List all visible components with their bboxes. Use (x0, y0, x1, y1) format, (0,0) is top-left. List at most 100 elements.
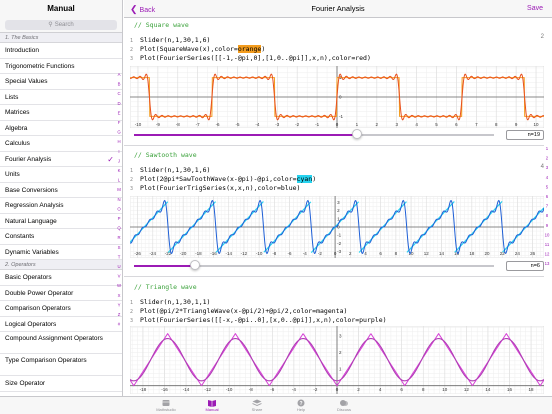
x-tick-label: 4 (379, 387, 382, 392)
sidebar-item-units[interactable]: Units (0, 167, 122, 183)
document-content[interactable]: // Square wave 2 1 Slider(n,1,30,1,6) 2 Plot(… (124, 18, 552, 396)
sidebar-item-label: Algebra (5, 124, 28, 132)
code-text: Plot(2@pi*SawToothWave(x-@pi)-@pi,color= (140, 175, 297, 183)
back-button[interactable]: ❮ Back (130, 0, 155, 20)
code-line[interactable]: 2 Plot(2@pi*SawToothWave(x-@pi)-@pi,color… (130, 175, 316, 184)
page-title: Fourier Analysis (311, 4, 365, 13)
x-tick-label: -22 (165, 251, 172, 256)
x-tick-label: -16 (210, 251, 217, 256)
sidebar-item-matrices[interactable]: Matrices (0, 105, 122, 121)
sidebar-item-label: Matrices (5, 109, 30, 116)
sidebar-item-size-operator[interactable]: Size Operator (0, 376, 122, 392)
sidebar-item-fourier-analysis[interactable]: Fourier Analysis ✓ (0, 152, 122, 167)
x-tick-label: 14 (439, 251, 445, 256)
sidebar-item-label: Introduction (5, 47, 39, 54)
y-tick-label: -2 (337, 241, 341, 246)
sidebar-item-regression-analysis[interactable]: Regression Analysis (0, 198, 122, 214)
tab-label: Discuss (336, 407, 351, 412)
x-tick-label: -2 (295, 122, 299, 127)
code-line[interactable]: 1 Slider(n,1,30,1,6) (130, 36, 371, 45)
x-tick-label: 5 (435, 122, 438, 127)
sidebar-item-trigonometric-functions[interactable]: Trigonometric Functions (0, 59, 122, 74)
y-tick-label: 3 (339, 333, 342, 338)
search-input[interactable]: ⚲ Search (5, 20, 117, 30)
x-tick-label: -26 (134, 251, 141, 256)
n-slider[interactable]: n=19 (130, 129, 544, 140)
x-tick-label: -4 (255, 122, 259, 127)
sidebar-item-constants[interactable]: Constants (0, 229, 122, 245)
code-block[interactable]: 1 Slider(n,1,30,1,6) 2 Plot(2@pi*SawToothWa… (130, 166, 316, 193)
tab-discuss[interactable]: Discuss (324, 397, 364, 414)
save-button[interactable]: Save (527, 5, 543, 12)
line-number: 3 (130, 186, 134, 192)
search-placeholder: Search (54, 22, 74, 28)
sidebar-item-introduction[interactable]: Introduction (0, 43, 122, 59)
code-line[interactable]: 1 Slider(n,1,30,1,6) (130, 166, 316, 175)
sidebar-item-base-conversions[interactable]: Base Conversions (0, 183, 122, 198)
tab-help[interactable]: ? Help (281, 397, 321, 414)
sidebar-item-calculus[interactable]: Calculus (0, 136, 122, 152)
mathstudio-icon (162, 400, 170, 406)
slider-track (134, 265, 494, 267)
sidebar-item-special-values[interactable]: Special Values (0, 74, 122, 90)
sidebar-item-logical-operators[interactable]: Logical Operators (0, 317, 122, 332)
x-tick-label: 18 (529, 387, 535, 392)
code-line[interactable]: 2 Plot(SquareWave(x),color=orange) (130, 45, 371, 54)
sidebar-title: Manual (0, 0, 122, 18)
sidebar-item-type-comparison-operators[interactable]: Type Comparison Operators (0, 354, 122, 376)
sidebar-item-basic-operators[interactable]: Basic Operators (0, 270, 122, 286)
sidebar-item-algebra[interactable]: Algebra (0, 121, 122, 136)
x-tick-label: 4 (364, 251, 367, 256)
code-line[interactable]: 3 Plot(FourierSeries([[-1,-@pi,0],[1,0..@… (130, 54, 371, 63)
section-sawtooth-wave: // Sawtooth wave 4 1 Slider(n,1,30,1,6) 2 Plo… (124, 148, 552, 277)
code-text: Plot(@pi/2*TriangleWave(x-@pi/2)+@pi/2,c… (140, 307, 348, 315)
sidebar-item-comparison-operators[interactable]: Comparison Operators (0, 301, 122, 317)
tab-mathstudio[interactable]: Mathstudio (146, 397, 186, 414)
code-line[interactable]: 1 Slider(n,1,30,1,1) (130, 298, 387, 307)
x-tick-label: 14 (485, 387, 491, 392)
x-tick-label: 26 (530, 251, 536, 256)
code-line[interactable]: 3 Plot(FourierSeries([[-x,-@pi..0],[x,0..… (130, 316, 387, 325)
slider-thumb[interactable] (352, 129, 363, 139)
tab-share[interactable]: Share (237, 397, 277, 414)
sidebar-item-natural-language[interactable]: Natural Language (0, 214, 122, 229)
x-tick-label: -6 (270, 387, 274, 392)
x-tick-label: -10 (256, 251, 263, 256)
sidebar-item-label: Logical Operators (5, 320, 57, 328)
fourier-series-curve (130, 337, 544, 382)
code-text: Plot(FourierSeries([[-1,-@pi,0],[1,0..@p… (140, 54, 371, 62)
tab-label: Manual (205, 407, 219, 412)
slider-value: n=6 (506, 261, 544, 271)
code-line[interactable]: 3 Plot(FourierTrigSeries(x,x,n),color=blu… (130, 184, 316, 193)
x-tick-label: 4 (415, 122, 418, 127)
sidebar-item-dynamic-variables[interactable]: Dynamic Variables (0, 245, 122, 260)
sidebar-item-compound-assignment-operators[interactable]: Compound Assignment Operators (0, 332, 122, 354)
plot-graph[interactable]: -18 -16 -14 -12 -10 -8 -6 -4 -2 0 2 4 6 8 10 12 14 16 18 3 2… (130, 326, 544, 394)
sidebar-item-label: Constants (5, 233, 35, 240)
code-text: Slider(n,1,30,1,6) (140, 36, 211, 44)
tab-bar: Mathstudio Manual Share? Help Discuss (0, 396, 552, 414)
x-tick-label: -18 (140, 387, 147, 392)
slider-thumb[interactable] (190, 260, 201, 270)
code-block[interactable]: 1 Slider(n,1,30,1,1) 2 Plot(@pi/2*TriangleW… (130, 298, 387, 325)
y-tick-label: -1 (339, 114, 343, 119)
section-triangle-wave: // Triangle wave 1 Slider(n,1,30,1,1) 2 Plot… (124, 280, 552, 396)
sidebar-item-lists[interactable]: Lists (0, 90, 122, 105)
sidebar-item-label: Size Operator (5, 380, 46, 387)
code-line[interactable]: 2 Plot(@pi/2*TriangleWave(x-@pi/2)+@pi/2,… (130, 307, 387, 316)
x-tick-label: 0 (336, 122, 339, 127)
fourier-series-curve (130, 73, 544, 121)
code-block[interactable]: 1 Slider(n,1,30,1,6) 2 Plot(SquareWave(x),c… (130, 36, 371, 63)
n-slider[interactable]: n=6 (130, 260, 544, 271)
plot-graph[interactable]: -26 -24 -22 -20 -18 -16 -14 -12 -10 -8 -6 -4 -2 0 2 4 6 8… (130, 196, 544, 258)
sidebar-item-label: Compound Assignment Operators (5, 335, 103, 342)
sidebar-item-double-power-operator[interactable]: Double Power Operator (0, 286, 122, 301)
code-text: ) (312, 175, 317, 183)
sidebar-item-label: Comparison Operators (5, 305, 71, 312)
sidebar-item-label: Fourier Analysis (5, 155, 52, 163)
tab-manual[interactable]: Manual (192, 397, 232, 414)
line-number: 3 (130, 318, 134, 324)
chevron-left-icon: ❮ (130, 4, 138, 14)
x-tick-label: -9 (156, 122, 160, 127)
